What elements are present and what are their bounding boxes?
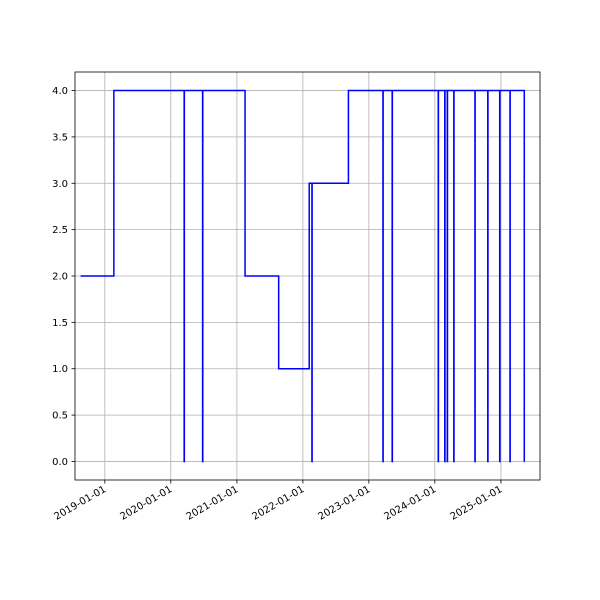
x-tick-label: 2023-01-01 (317, 484, 373, 523)
grid (75, 72, 540, 480)
y-tick-label: 4.0 (52, 86, 68, 97)
y-tick-label: 3.5 (52, 132, 68, 143)
series-line (80, 89, 526, 463)
y-tick-label: 0.5 (52, 411, 68, 422)
y-tick-label: 2.5 (52, 225, 68, 236)
x-tick-label: 2019-01-01 (52, 484, 108, 523)
x-tick-label: 2024-01-01 (382, 484, 438, 523)
x-tick-label: 2025-01-01 (449, 484, 505, 523)
x-tick-label: 2021-01-01 (185, 484, 241, 523)
x-tick-label: 2020-01-01 (118, 484, 174, 523)
y-tick-label: 1.0 (52, 364, 68, 375)
x-tick-label: 2022-01-01 (251, 484, 307, 523)
y-tick-label: 0.0 (52, 457, 68, 468)
y-tick-label: 1.5 (52, 318, 68, 329)
series-layer (80, 89, 526, 463)
y-tick-label: 3.0 (52, 179, 68, 190)
y-tick-label: 2.0 (52, 272, 68, 283)
